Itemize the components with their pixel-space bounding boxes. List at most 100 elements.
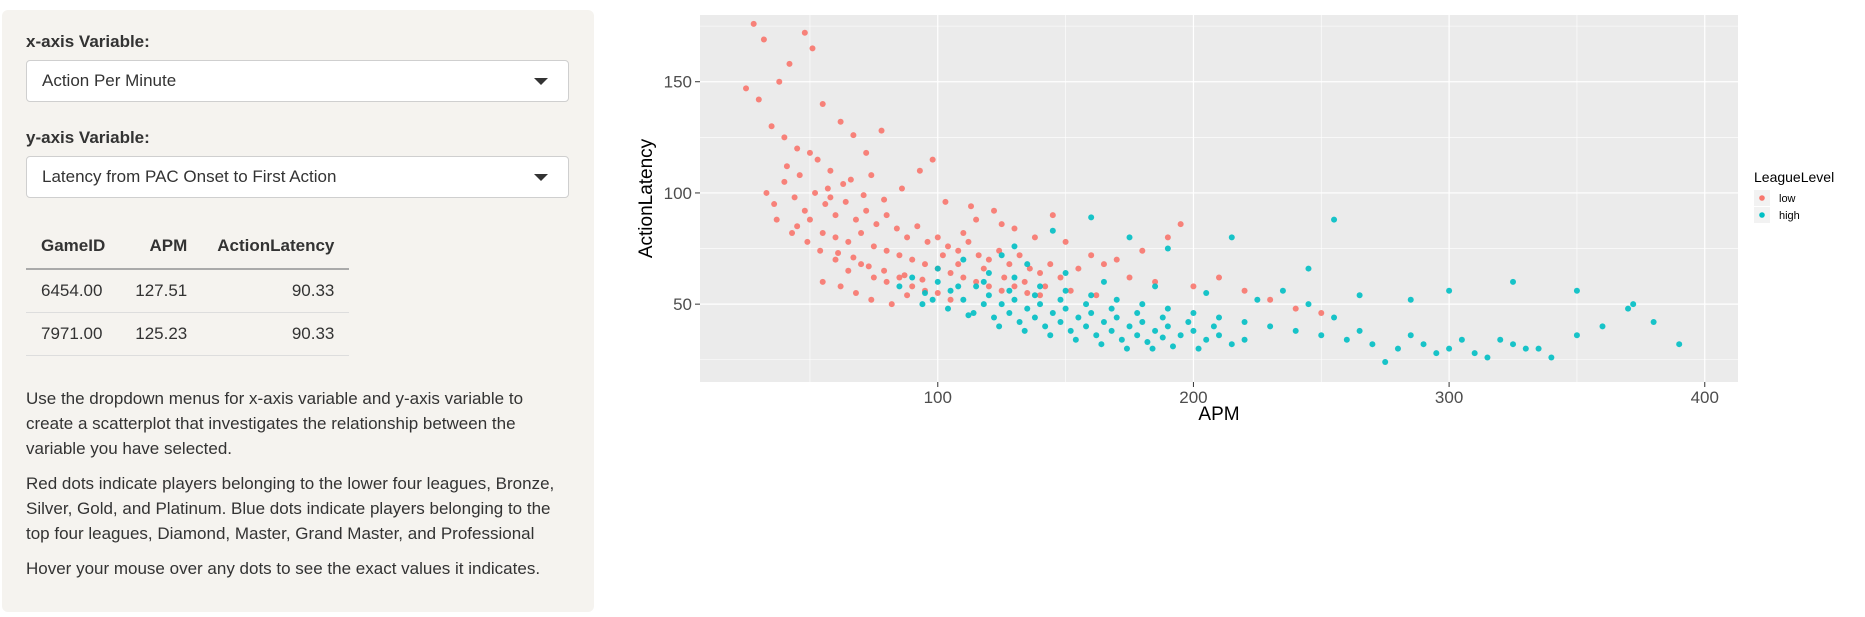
data-point [1011, 296, 1018, 303]
data-point [1037, 292, 1044, 299]
data-point [819, 278, 826, 285]
data-point [819, 100, 826, 107]
data-point [909, 274, 916, 281]
data-point [1331, 314, 1338, 321]
data-point [1573, 287, 1580, 294]
data-point [1024, 305, 1031, 312]
data-point [1369, 341, 1376, 348]
data-point [968, 203, 975, 210]
data-point [1152, 283, 1159, 290]
data-point [1134, 332, 1141, 339]
table-cell: 7971.00 [26, 312, 121, 356]
data-point [1072, 336, 1079, 343]
data-point [1195, 345, 1202, 352]
data-point [1006, 310, 1013, 317]
data-point [1062, 287, 1069, 294]
data-point [1067, 287, 1074, 294]
data-point [1522, 345, 1529, 352]
scatterplot[interactable]: 100 200 300 400 50 100 150 APM ActionLatency Leag… [600, 0, 1865, 617]
data-point [845, 267, 852, 274]
y-axis-selected-value: Latency from PAC Onset to First Action [42, 167, 337, 186]
data-point [1113, 296, 1120, 303]
data-point [1037, 270, 1044, 277]
data-point [1203, 290, 1210, 297]
data-point [812, 189, 819, 196]
hover-data-table: GameID APM ActionLatency 6454.00 127.51 … [26, 224, 350, 356]
data-point [939, 252, 946, 259]
data-point [1113, 256, 1120, 263]
data-point [1139, 247, 1146, 254]
data-point [1241, 318, 1248, 325]
data-point [806, 216, 813, 223]
data-point [1139, 301, 1146, 308]
y-axis-select[interactable]: Latency from PAC Onset to First Action [26, 156, 569, 198]
data-point [1011, 283, 1018, 290]
data-point [878, 127, 885, 134]
plot-panel [700, 15, 1738, 382]
data-point [1159, 314, 1166, 321]
data-point [842, 198, 849, 205]
data-point [847, 176, 854, 183]
data-point [755, 96, 762, 103]
data-point [1047, 332, 1054, 339]
data-point [760, 36, 767, 43]
legend-label: high [1779, 210, 1800, 222]
data-point [960, 274, 967, 281]
data-point [955, 261, 962, 268]
chevron-down-icon [534, 174, 548, 181]
data-point [1093, 292, 1100, 299]
data-point [1318, 332, 1325, 339]
data-point [934, 278, 941, 285]
data-point [1177, 332, 1184, 339]
data-point [763, 189, 770, 196]
data-point [1006, 261, 1013, 268]
table-cell: 90.33 [202, 312, 350, 356]
data-point [837, 118, 844, 125]
data-point [1216, 274, 1222, 281]
data-point [873, 221, 880, 228]
data-point [904, 292, 911, 299]
data-point [929, 156, 936, 163]
data-point [791, 194, 798, 201]
data-point [1100, 278, 1107, 285]
data-point [1016, 252, 1023, 259]
data-point [750, 20, 757, 27]
data-point [868, 296, 875, 303]
data-point [1108, 327, 1115, 334]
data-point [1152, 327, 1159, 334]
data-point [860, 192, 867, 199]
data-point [773, 216, 780, 223]
data-point [973, 216, 980, 223]
x-axis-selected-value: Action Per Minute [42, 71, 177, 90]
series-low [743, 20, 1325, 317]
data-point [970, 310, 977, 317]
data-point [1535, 345, 1542, 352]
data-point [934, 265, 941, 272]
data-point [1126, 234, 1133, 241]
data-point [1650, 318, 1657, 325]
data-point [1021, 278, 1028, 285]
data-point [1075, 265, 1082, 272]
data-point [1011, 225, 1018, 232]
x-axis-select[interactable]: Action Per Minute [26, 60, 569, 102]
data-point [1057, 274, 1064, 281]
data-point [1458, 336, 1465, 343]
data-point [863, 149, 870, 156]
data-point [832, 212, 839, 219]
table-row: 6454.00 127.51 90.33 [26, 269, 350, 313]
data-point [1126, 274, 1133, 281]
data-point [1006, 287, 1013, 294]
data-point [898, 185, 905, 192]
data-point [1305, 301, 1312, 308]
data-point [896, 274, 903, 281]
data-point [955, 247, 962, 254]
data-point [858, 229, 865, 236]
data-point [1088, 252, 1095, 259]
data-point [824, 185, 831, 192]
data-point [1088, 292, 1095, 299]
data-point [1356, 292, 1363, 299]
data-point [916, 167, 923, 174]
data-point [1292, 305, 1299, 312]
data-point [975, 252, 982, 259]
data-point [1254, 296, 1261, 303]
